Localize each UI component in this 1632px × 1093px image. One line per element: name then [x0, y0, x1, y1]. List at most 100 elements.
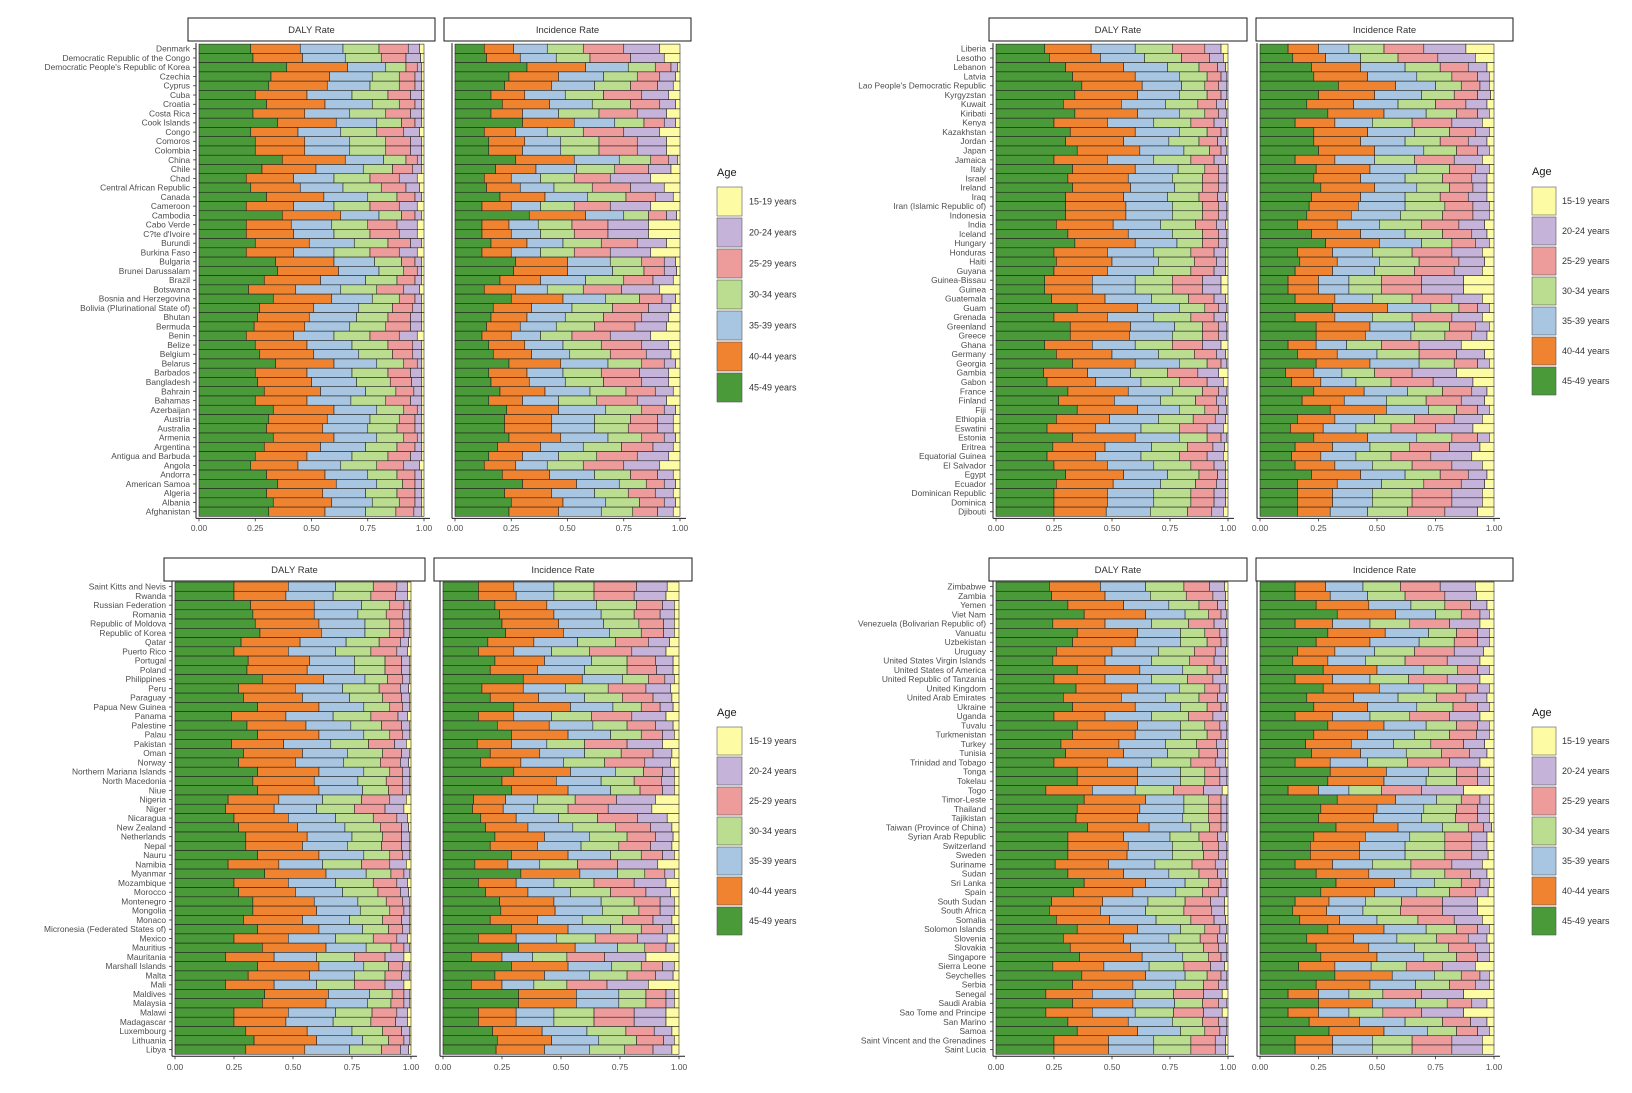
bar-segment-40-44-years: [248, 284, 297, 295]
country-label: Oman: [143, 748, 166, 758]
bar-segment-40-44-years: [1287, 1007, 1319, 1018]
bar-segment-40-44-years: [500, 905, 556, 916]
bar-segment-25-29-years: [633, 609, 661, 620]
bar-segment-15-19-years: [1223, 423, 1229, 434]
bar-segment-15-19-years: [409, 961, 412, 972]
bar-segment-35-39-years: [1334, 961, 1372, 972]
country-label: Cameroon: [151, 201, 190, 211]
x-tick-label: 0.50: [303, 523, 320, 533]
bar-segment-40-44-years: [1076, 303, 1138, 313]
bar-segment-30-34-years: [316, 952, 355, 962]
bar-segment-20-24-years: [396, 219, 418, 230]
bar-segment-40-44-years: [1294, 460, 1336, 471]
bar-segment-25-29-years: [1449, 164, 1476, 175]
bar-segment-35-39-years: [1360, 469, 1406, 480]
bar-segment-20-24-years: [1451, 247, 1483, 258]
bar-segment-15-19-years: [672, 469, 681, 480]
bar-segment-25-29-years: [1184, 896, 1211, 907]
bar-segment-15-19-years: [666, 145, 681, 156]
bar-segment-15-19-years: [1226, 822, 1229, 833]
bar-segment-45-49-years: [442, 878, 479, 888]
bar-segment-15-19-years: [1226, 683, 1229, 694]
bar-segment-15-19-years: [1479, 442, 1495, 452]
bar-segment-35-39-years: [318, 785, 363, 796]
bar-segment-15-19-years: [1482, 312, 1495, 323]
facet-strip: [443, 17, 692, 42]
bar-segment-15-19-years: [1220, 43, 1229, 54]
bar-segment-25-29-years: [1460, 80, 1481, 91]
bar-segment-45-49-years: [174, 924, 258, 935]
bar-segment-45-49-years: [995, 822, 1088, 833]
bar-segment-30-34-years: [1174, 182, 1203, 193]
bar-segment-25-29-years: [620, 748, 654, 759]
bar-segment-35-39-years: [1125, 210, 1173, 221]
country-label: Singapore: [948, 952, 987, 962]
bar-segment-25-29-years: [626, 655, 656, 666]
bar-segment-35-39-years: [1336, 256, 1380, 267]
country-label: El Salvador: [943, 460, 986, 470]
bar-segment-45-49-years: [442, 729, 512, 740]
country-label: Nicaragua: [128, 813, 167, 823]
bar-segment-30-34-years: [1172, 229, 1203, 239]
bar-segment-15-19-years: [1482, 460, 1495, 471]
bar-segment-30-34-years: [1400, 210, 1443, 221]
bar-segment-45-49-years: [1259, 284, 1289, 295]
bar-segment-45-49-years: [1259, 692, 1308, 703]
bar-segment-25-29-years: [354, 803, 386, 814]
bar-segment-20-24-years: [1218, 201, 1228, 212]
bar-segment-20-24-years: [665, 989, 675, 999]
bar-segment-40-44-years: [1297, 414, 1336, 425]
x-tick-label: 0.50: [285, 1062, 302, 1072]
bar-segment-30-34-years: [591, 99, 631, 110]
bar-segment-30-34-years: [1409, 831, 1446, 842]
bar-segment-40-44-years: [266, 191, 325, 202]
bar-segment-45-49-years: [454, 127, 485, 137]
bar-segment-35-39-years: [537, 665, 585, 675]
bar-segment-45-49-years: [1259, 739, 1306, 749]
bar-segment-20-24-years: [1477, 358, 1490, 369]
bar-segment-35-39-years: [1334, 117, 1373, 128]
bar-segment-40-44-years: [1065, 136, 1124, 147]
bar-segment-40-44-years: [1069, 330, 1130, 341]
bar-segment-40-44-years: [1075, 683, 1138, 694]
bar-segment-15-19-years: [409, 692, 412, 703]
bar-segment-15-19-years: [407, 646, 412, 657]
bar-segment-40-44-years: [1067, 229, 1129, 239]
bar-segment-35-39-years: [527, 822, 574, 833]
bar-segment-30-34-years: [1160, 219, 1196, 230]
bar-segment-20-24-years: [623, 460, 661, 471]
bar-segment-15-19-years: [1225, 590, 1229, 601]
x-tick-label: 0.00: [1252, 1062, 1269, 1072]
bar-segment-45-49-years: [198, 238, 256, 249]
bar-segment-25-29-years: [1411, 1035, 1453, 1046]
bar-segment-35-39-years: [519, 321, 557, 332]
bar-segment-30-34-years: [365, 488, 398, 499]
bar-segment-20-24-years: [1213, 915, 1226, 925]
country-label: Italy: [971, 164, 987, 174]
bar-segment-30-34-years: [1418, 358, 1455, 369]
bar-segment-15-19-years: [1489, 127, 1495, 137]
bar-segment-45-49-years: [442, 739, 478, 749]
bar-segment-15-19-years: [677, 154, 681, 165]
bar-segment-25-29-years: [1411, 117, 1453, 128]
country-label: Lebanon: [953, 62, 986, 72]
bar-segment-45-49-years: [1259, 164, 1317, 175]
bar-segment-40-44-years: [494, 970, 545, 981]
bar-segment-45-49-years: [442, 590, 479, 601]
bar-segment-25-29-years: [1448, 942, 1476, 953]
bar-segment-15-19-years: [421, 358, 425, 369]
legend-key-15-19-years: [1531, 726, 1557, 756]
bar-segment-45-49-years: [198, 395, 256, 406]
bar-segment-40-44-years: [515, 154, 575, 165]
bar-segment-30-34-years: [333, 201, 371, 212]
bar-segment-40-44-years: [252, 53, 303, 63]
bar-segment-30-34-years: [551, 646, 590, 657]
country-label: Brunei Darussalam: [119, 266, 190, 276]
bar-segment-30-34-years: [617, 868, 646, 879]
bar-segment-40-44-years: [264, 989, 329, 999]
bar-segment-40-44-years: [520, 868, 581, 879]
bar-segment-40-44-years: [1072, 164, 1136, 175]
bar-segment-40-44-years: [490, 238, 528, 249]
